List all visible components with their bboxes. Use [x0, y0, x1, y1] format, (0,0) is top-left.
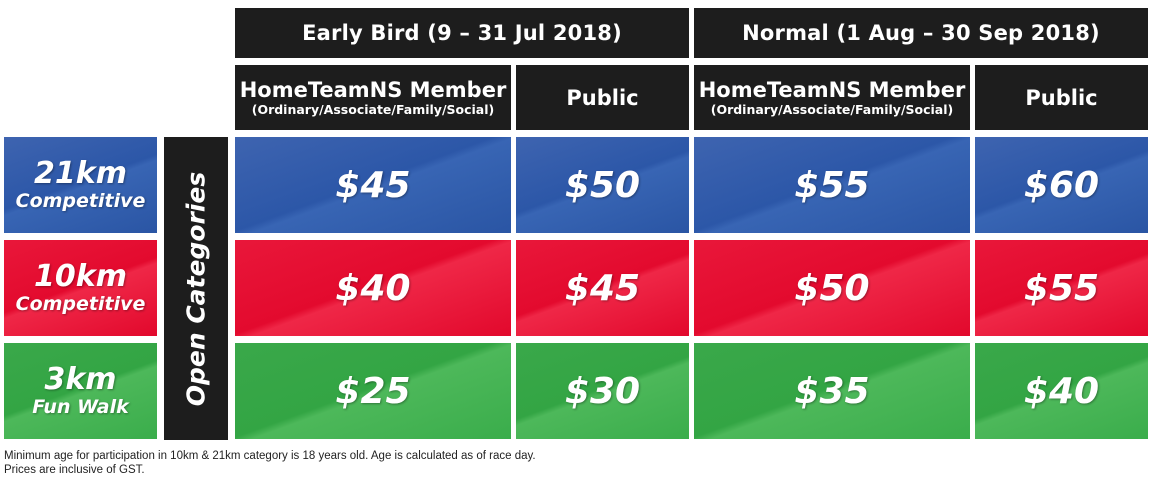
period-header-normal: Normal (1 Aug – 30 Sep 2018): [694, 8, 1148, 58]
row-kind: Fun Walk: [32, 396, 129, 418]
row-distance: 10km: [34, 259, 127, 294]
row-kind: Competitive: [15, 190, 146, 212]
column-header-early-public: Public: [516, 65, 689, 130]
row-distance: 21km: [34, 156, 127, 191]
row-kind: Competitive: [15, 293, 146, 315]
price-cell: $40: [975, 343, 1148, 439]
price-cell: $25: [235, 343, 511, 439]
price-cell: $60: [975, 137, 1148, 233]
price-cell: $50: [694, 240, 970, 336]
price-cell: $50: [516, 137, 689, 233]
open-categories-label: Open Categories: [164, 137, 228, 440]
column-header-normal-member: HomeTeamNS Member (Ordinary/Associate/Fa…: [694, 65, 970, 130]
price-cell: $30: [516, 343, 689, 439]
member-sublabel: (Ordinary/Associate/Family/Social): [710, 101, 954, 117]
open-categories-text: Open Categories: [181, 171, 211, 406]
price-cell: $40: [235, 240, 511, 336]
price-cell: $45: [235, 137, 511, 233]
row-label-10km: 10km Competitive: [4, 240, 157, 336]
price-cell: $55: [694, 137, 970, 233]
footnote-age: Minimum age for participation in 10km & …: [4, 450, 536, 462]
column-header-early-member: HomeTeamNS Member (Ordinary/Associate/Fa…: [235, 65, 511, 130]
row-label-3km: 3km Fun Walk: [4, 343, 157, 439]
footnote-gst: Prices are inclusive of GST.: [4, 464, 145, 476]
price-cell: $45: [516, 240, 689, 336]
row-distance: 3km: [44, 362, 117, 397]
row-label-21km: 21km Competitive: [4, 137, 157, 233]
member-label: HomeTeamNS Member: [698, 77, 966, 102]
period-header-early: Early Bird (9 – 31 Jul 2018): [235, 8, 689, 58]
column-header-normal-public: Public: [975, 65, 1148, 130]
member-sublabel: (Ordinary/Associate/Family/Social): [251, 101, 495, 117]
member-label: HomeTeamNS Member: [239, 77, 507, 102]
price-cell: $35: [694, 343, 970, 439]
price-cell: $55: [975, 240, 1148, 336]
